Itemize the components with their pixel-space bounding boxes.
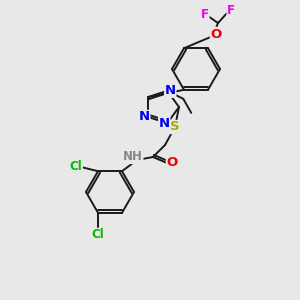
Text: Cl: Cl (70, 160, 83, 173)
Text: O: O (167, 157, 178, 169)
Text: F: F (227, 4, 235, 16)
Text: O: O (210, 28, 222, 40)
Text: N: N (165, 84, 176, 97)
Text: Cl: Cl (92, 228, 104, 241)
Text: N: N (159, 117, 170, 130)
Text: N: N (139, 110, 150, 124)
Text: F: F (201, 8, 209, 20)
Text: S: S (170, 121, 180, 134)
Text: NH: NH (123, 151, 143, 164)
